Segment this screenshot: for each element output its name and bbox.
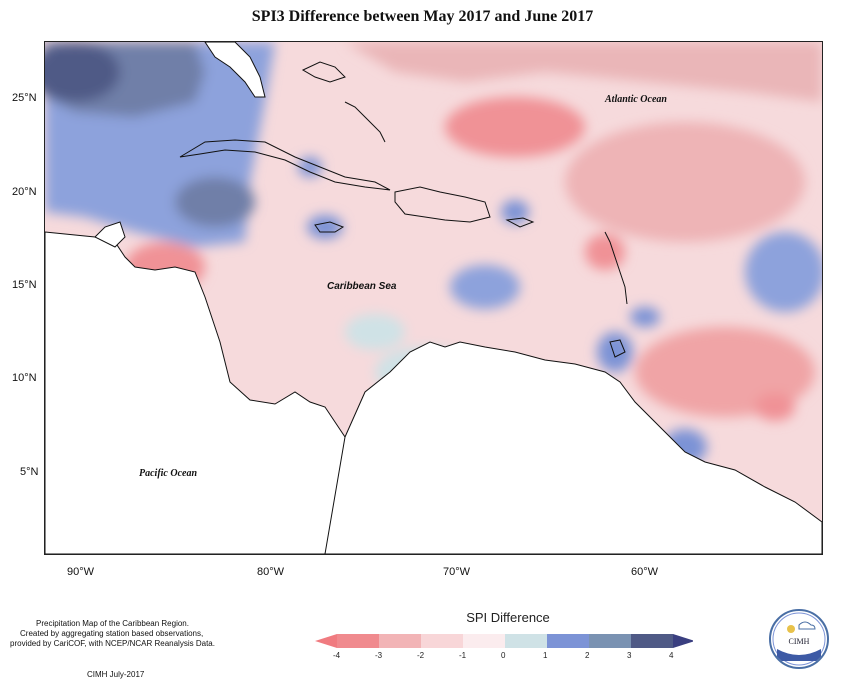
spi-map xyxy=(45,42,822,554)
wet-anomaly-caribbean xyxy=(450,265,520,309)
legend-tick-label: -1 xyxy=(459,651,467,660)
footer-description-2: Created by aggregating station based obs… xyxy=(20,629,204,638)
hispaniola-outline xyxy=(394,186,491,223)
yucatan xyxy=(94,221,126,248)
lon-label-60w: 60°W xyxy=(631,566,659,578)
legend-tick-label: -3 xyxy=(375,651,383,660)
legend-swatch xyxy=(547,634,589,648)
neutral-zone-central xyxy=(345,314,405,350)
legend-tick-label: 4 xyxy=(669,651,674,660)
wet-anomaly-cuba xyxy=(298,157,322,177)
legend-tick-label: 1 xyxy=(543,651,548,660)
legend-tick-label: -2 xyxy=(417,651,425,660)
footer-description-3: provided by CariCOF, with NCEP/NCAR Rean… xyxy=(10,639,215,648)
strong-dry-anomaly-southeast xyxy=(755,393,795,421)
map-title: SPI3 Difference between May 2017 and Jun… xyxy=(251,8,594,25)
legend-swatch xyxy=(337,634,379,648)
map-panel: Atlantic Ocean Caribbean Sea Pacific Oce… xyxy=(44,41,823,555)
strong-dry-anomaly-atlantic xyxy=(445,97,585,157)
label-pacific-ocean: Pacific Ocean xyxy=(139,468,198,479)
cimh-logo: CIMH xyxy=(769,609,829,669)
strong-wet-anomaly xyxy=(45,42,120,102)
footer-credit: CIMH July-2017 xyxy=(87,670,145,679)
lesser-antilles-chain xyxy=(604,231,628,305)
lat-label-15n: 15°N xyxy=(12,279,37,291)
jamaica-outline xyxy=(314,221,345,233)
lat-label-25n: 25°N xyxy=(12,92,37,104)
south-america xyxy=(324,341,822,554)
legend-color-bar xyxy=(315,634,693,648)
legend-tick-label: 0 xyxy=(501,651,506,660)
lon-label-70w: 70°W xyxy=(443,566,471,578)
legend-swatch xyxy=(589,634,631,648)
wet-anomaly-puerto-rico xyxy=(501,200,529,224)
dry-anomaly-east xyxy=(565,122,805,242)
lat-label-20n: 20°N xyxy=(12,186,37,198)
anomaly-fields xyxy=(45,42,822,465)
wet-anomaly-lesser-antilles xyxy=(630,307,660,327)
trinidad-outline xyxy=(609,339,626,358)
puerto-rico-outline xyxy=(505,217,535,228)
legend-swatch xyxy=(631,634,673,648)
wet-anomaly-trinidad xyxy=(597,332,633,372)
legend-arrow-high xyxy=(673,634,693,648)
wet-anomaly-east xyxy=(745,232,822,312)
label-atlantic-ocean: Atlantic Ocean xyxy=(605,94,667,105)
legend-tick-label: 3 xyxy=(627,651,632,660)
legend-swatch xyxy=(421,634,463,648)
legend-arrow-low xyxy=(315,634,337,648)
bahamas-outline xyxy=(301,61,346,83)
legend-swatch xyxy=(463,634,505,648)
dry-anomaly-antilles xyxy=(585,234,625,270)
logo-emblem-icon xyxy=(772,612,826,666)
bahamas-chain xyxy=(344,101,386,143)
land-masses xyxy=(45,42,822,554)
wet-anomaly-yucatan xyxy=(175,177,255,227)
legend-swatch xyxy=(379,634,421,648)
legend-tick-label: -4 xyxy=(333,651,341,660)
legend-swatch xyxy=(505,634,547,648)
legend-title: SPI Difference xyxy=(466,610,550,625)
wet-anomaly-jamaica xyxy=(307,215,343,239)
footer-description-1: Precipitation Map of the Caribbean Regio… xyxy=(36,619,189,628)
florida xyxy=(204,42,266,98)
cuba-outline xyxy=(179,139,391,191)
islands xyxy=(179,61,628,358)
logo-text: CIMH xyxy=(788,637,810,646)
lat-label-10n: 10°N xyxy=(12,372,37,384)
legend-tick-label: 2 xyxy=(585,651,590,660)
lon-label-90w: 90°W xyxy=(67,566,95,578)
dry-anomaly-north xyxy=(345,42,822,102)
label-caribbean-sea: Caribbean Sea xyxy=(327,281,397,292)
lat-label-5n: 5°N xyxy=(20,466,39,478)
lon-label-80w: 80°W xyxy=(257,566,285,578)
